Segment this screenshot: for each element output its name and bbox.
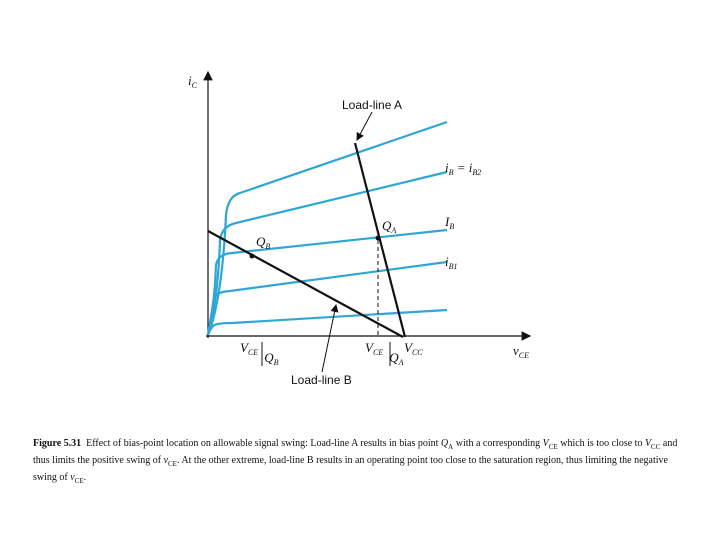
caption-text: . At the other extreme, load-line B resu…: [33, 455, 668, 483]
x-axis-label: vCE: [513, 343, 529, 360]
caption-label: Figure 5.31: [33, 438, 82, 449]
x-mark-label: VCC: [404, 340, 423, 357]
label: Q: [382, 218, 392, 233]
label: Q: [264, 350, 274, 365]
label: CE: [248, 348, 258, 357]
caption-text: CE: [548, 443, 558, 451]
label: B: [274, 358, 279, 367]
load-line-a: [353, 142, 407, 338]
label: V: [365, 340, 375, 355]
caption-text: V: [542, 438, 549, 449]
caption-text: v: [70, 472, 75, 483]
label: i: [445, 254, 449, 269]
label: =: [454, 160, 469, 175]
curve-label: IB: [444, 214, 454, 231]
caption-text: Q: [440, 438, 449, 449]
point-qb: [249, 253, 255, 259]
point-label: QB: [256, 234, 270, 251]
curve: [206, 260, 448, 336]
caption-text: .: [83, 472, 87, 483]
caption-text: and thus limits the positive swing of: [33, 438, 678, 466]
arrow: [321, 304, 339, 373]
diagram: iC vCE Load-line A Load-line B iB = iB2 …: [188, 70, 532, 387]
curve: [206, 170, 448, 336]
x-mark-label: VCE QB: [240, 340, 279, 367]
caption-text: which is too close to: [557, 438, 645, 449]
label: v: [513, 343, 519, 358]
label: B: [449, 168, 454, 177]
caption-text: V: [644, 438, 652, 449]
load-line-b-label: Load-line B: [291, 373, 352, 387]
point-label: QA: [382, 218, 396, 235]
caption-text: A: [448, 443, 454, 451]
label: C: [192, 81, 198, 90]
label: B1: [449, 262, 458, 271]
caption-text: Effect of bias-point location on allowab…: [86, 438, 441, 449]
label: V: [404, 340, 414, 355]
label: V: [240, 340, 250, 355]
point-qa: [375, 235, 381, 241]
caption-text: with a corresponding: [453, 438, 543, 449]
label: CC: [412, 348, 423, 357]
label: B2: [472, 168, 481, 177]
label: Q: [256, 234, 266, 249]
label: B: [449, 222, 454, 231]
label: A: [390, 226, 396, 235]
caption-text: CE: [168, 460, 177, 468]
y-axis-label: iC: [188, 73, 198, 90]
caption-text: v: [163, 455, 169, 466]
caption-text: CE: [74, 477, 84, 485]
label: CE: [373, 348, 383, 357]
label: i: [445, 160, 449, 175]
curve-label: iB = iB2: [445, 160, 481, 177]
label: i: [469, 160, 473, 175]
label: CE: [519, 351, 529, 360]
curve: [206, 228, 448, 336]
label: A: [398, 358, 404, 367]
caption-text: CC: [651, 443, 661, 451]
label: B: [265, 242, 270, 251]
x-mark-label: VCE QA: [365, 340, 404, 367]
label: Q: [389, 350, 399, 365]
label: i: [188, 73, 192, 88]
arrow: [356, 111, 373, 141]
curve-label: iB1: [445, 254, 458, 271]
load-line-b: [207, 230, 404, 338]
curve: [206, 120, 448, 336]
label: I: [444, 214, 450, 229]
curve: [206, 308, 448, 336]
load-line-a-label: Load-line A: [342, 98, 402, 112]
caption: Figure 5.31 Effect of bias-point locatio…: [33, 437, 693, 488]
